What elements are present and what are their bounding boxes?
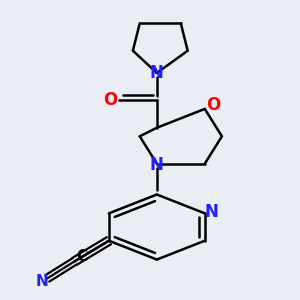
Text: N: N [205,202,219,220]
Text: C: C [76,249,87,264]
Text: N: N [150,64,164,82]
Text: O: O [206,97,220,115]
Text: N: N [36,274,49,289]
Text: N: N [150,156,164,174]
Text: O: O [103,92,118,110]
